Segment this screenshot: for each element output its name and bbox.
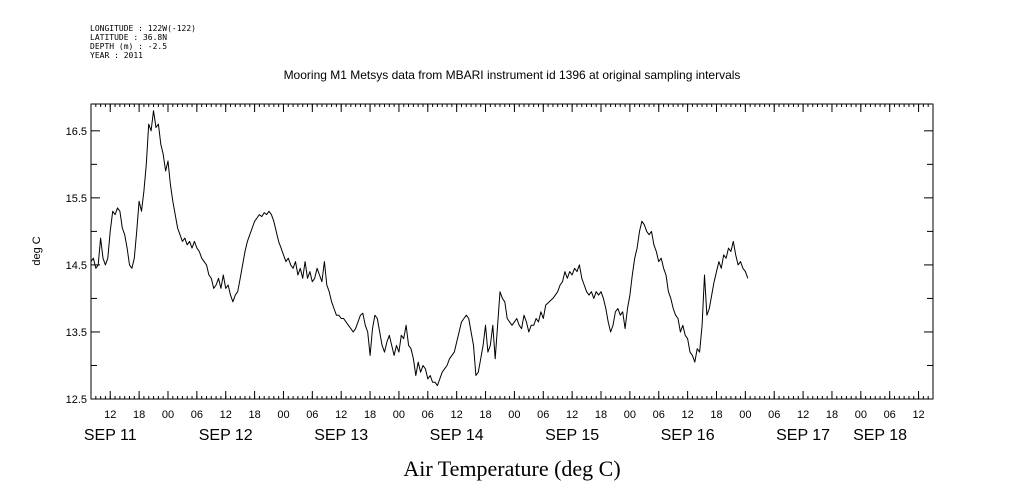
x-tick-label: 06 [191,409,203,421]
day-label: SEP 14 [430,427,484,444]
longitude-label: LONGITUDE : 122W(-122) [90,24,196,33]
x-tick-label: 06 [884,409,896,421]
x-tick-label: 12 [912,409,924,421]
x-tick-label: 18 [248,409,260,421]
x-tick-label: 06 [306,409,318,421]
plot-frame [90,103,934,400]
x-tick-label: 12 [451,409,463,421]
day-label: SEP 18 [853,427,907,444]
series-line [90,110,749,387]
x-tick-label: 12 [681,409,693,421]
x-tick-label: 00 [855,409,867,421]
x-tick-label: 00 [624,409,636,421]
depth-label: DEPTH (m) : -2.5 [90,42,167,51]
day-label: SEP 16 [661,427,715,444]
x-tick-label: 00 [162,409,174,421]
x-tick-label: 18 [133,409,145,421]
day-label: SEP 17 [776,427,830,444]
x-tick-label: 12 [335,409,347,421]
x-tick-label: 18 [479,409,491,421]
chart-title: Mooring M1 Metsys data from MBARI instru… [284,68,741,82]
x-tick-label: 00 [739,409,751,421]
day-labels: SEP 11 SEP 12 SEP 13 SEP 14 SEP 15 SEP 16 SEP … [84,427,907,444]
x-tick-label: 18 [710,409,722,421]
x-tick-label: 06 [537,409,549,421]
y-axis-label: deg C [31,236,43,265]
day-label: SEP 15 [545,427,599,444]
x-tick-label: 06 [768,409,780,421]
latitude-label: LATITUDE : 36.8N [90,33,167,42]
x-axis-title: Air Temperature (deg C) [403,456,620,481]
x-tick-label: 18 [364,409,376,421]
day-label: SEP 11 [84,427,137,444]
day-label: SEP 12 [199,427,253,444]
y-axis: 12.5 13.5 14.5 15.5 16.5 [66,126,933,406]
x-tick-label: 00 [393,409,405,421]
x-tick-label: 12 [104,409,116,421]
day-label: SEP 13 [314,427,368,444]
x-tick-label: 12 [797,409,809,421]
year-label: YEAR : 2011 [90,51,143,60]
x-tick-label: 06 [653,409,665,421]
y-tick-label: 13.5 [66,327,87,339]
x-tick-label: 18 [826,409,838,421]
y-tick-label: 12.5 [66,394,87,406]
x-tick-label: 06 [422,409,434,421]
y-tick-label: 15.5 [66,193,87,205]
x-tick-label: 18 [595,409,607,421]
x-tick-label: 12 [566,409,578,421]
x-tick-label: 00 [508,409,520,421]
y-tick-label: 14.5 [66,260,87,272]
x-axis: 12 18 00 06 12 18 00 06 12 18 00 06 12 18 00 06 12 18 00 06… [104,104,925,421]
x-tick-label: 00 [277,409,289,421]
series-group [90,110,749,387]
x-tick-label: 12 [220,409,232,421]
y-tick-label: 16.5 [66,126,87,138]
minor-ticks [90,104,934,399]
